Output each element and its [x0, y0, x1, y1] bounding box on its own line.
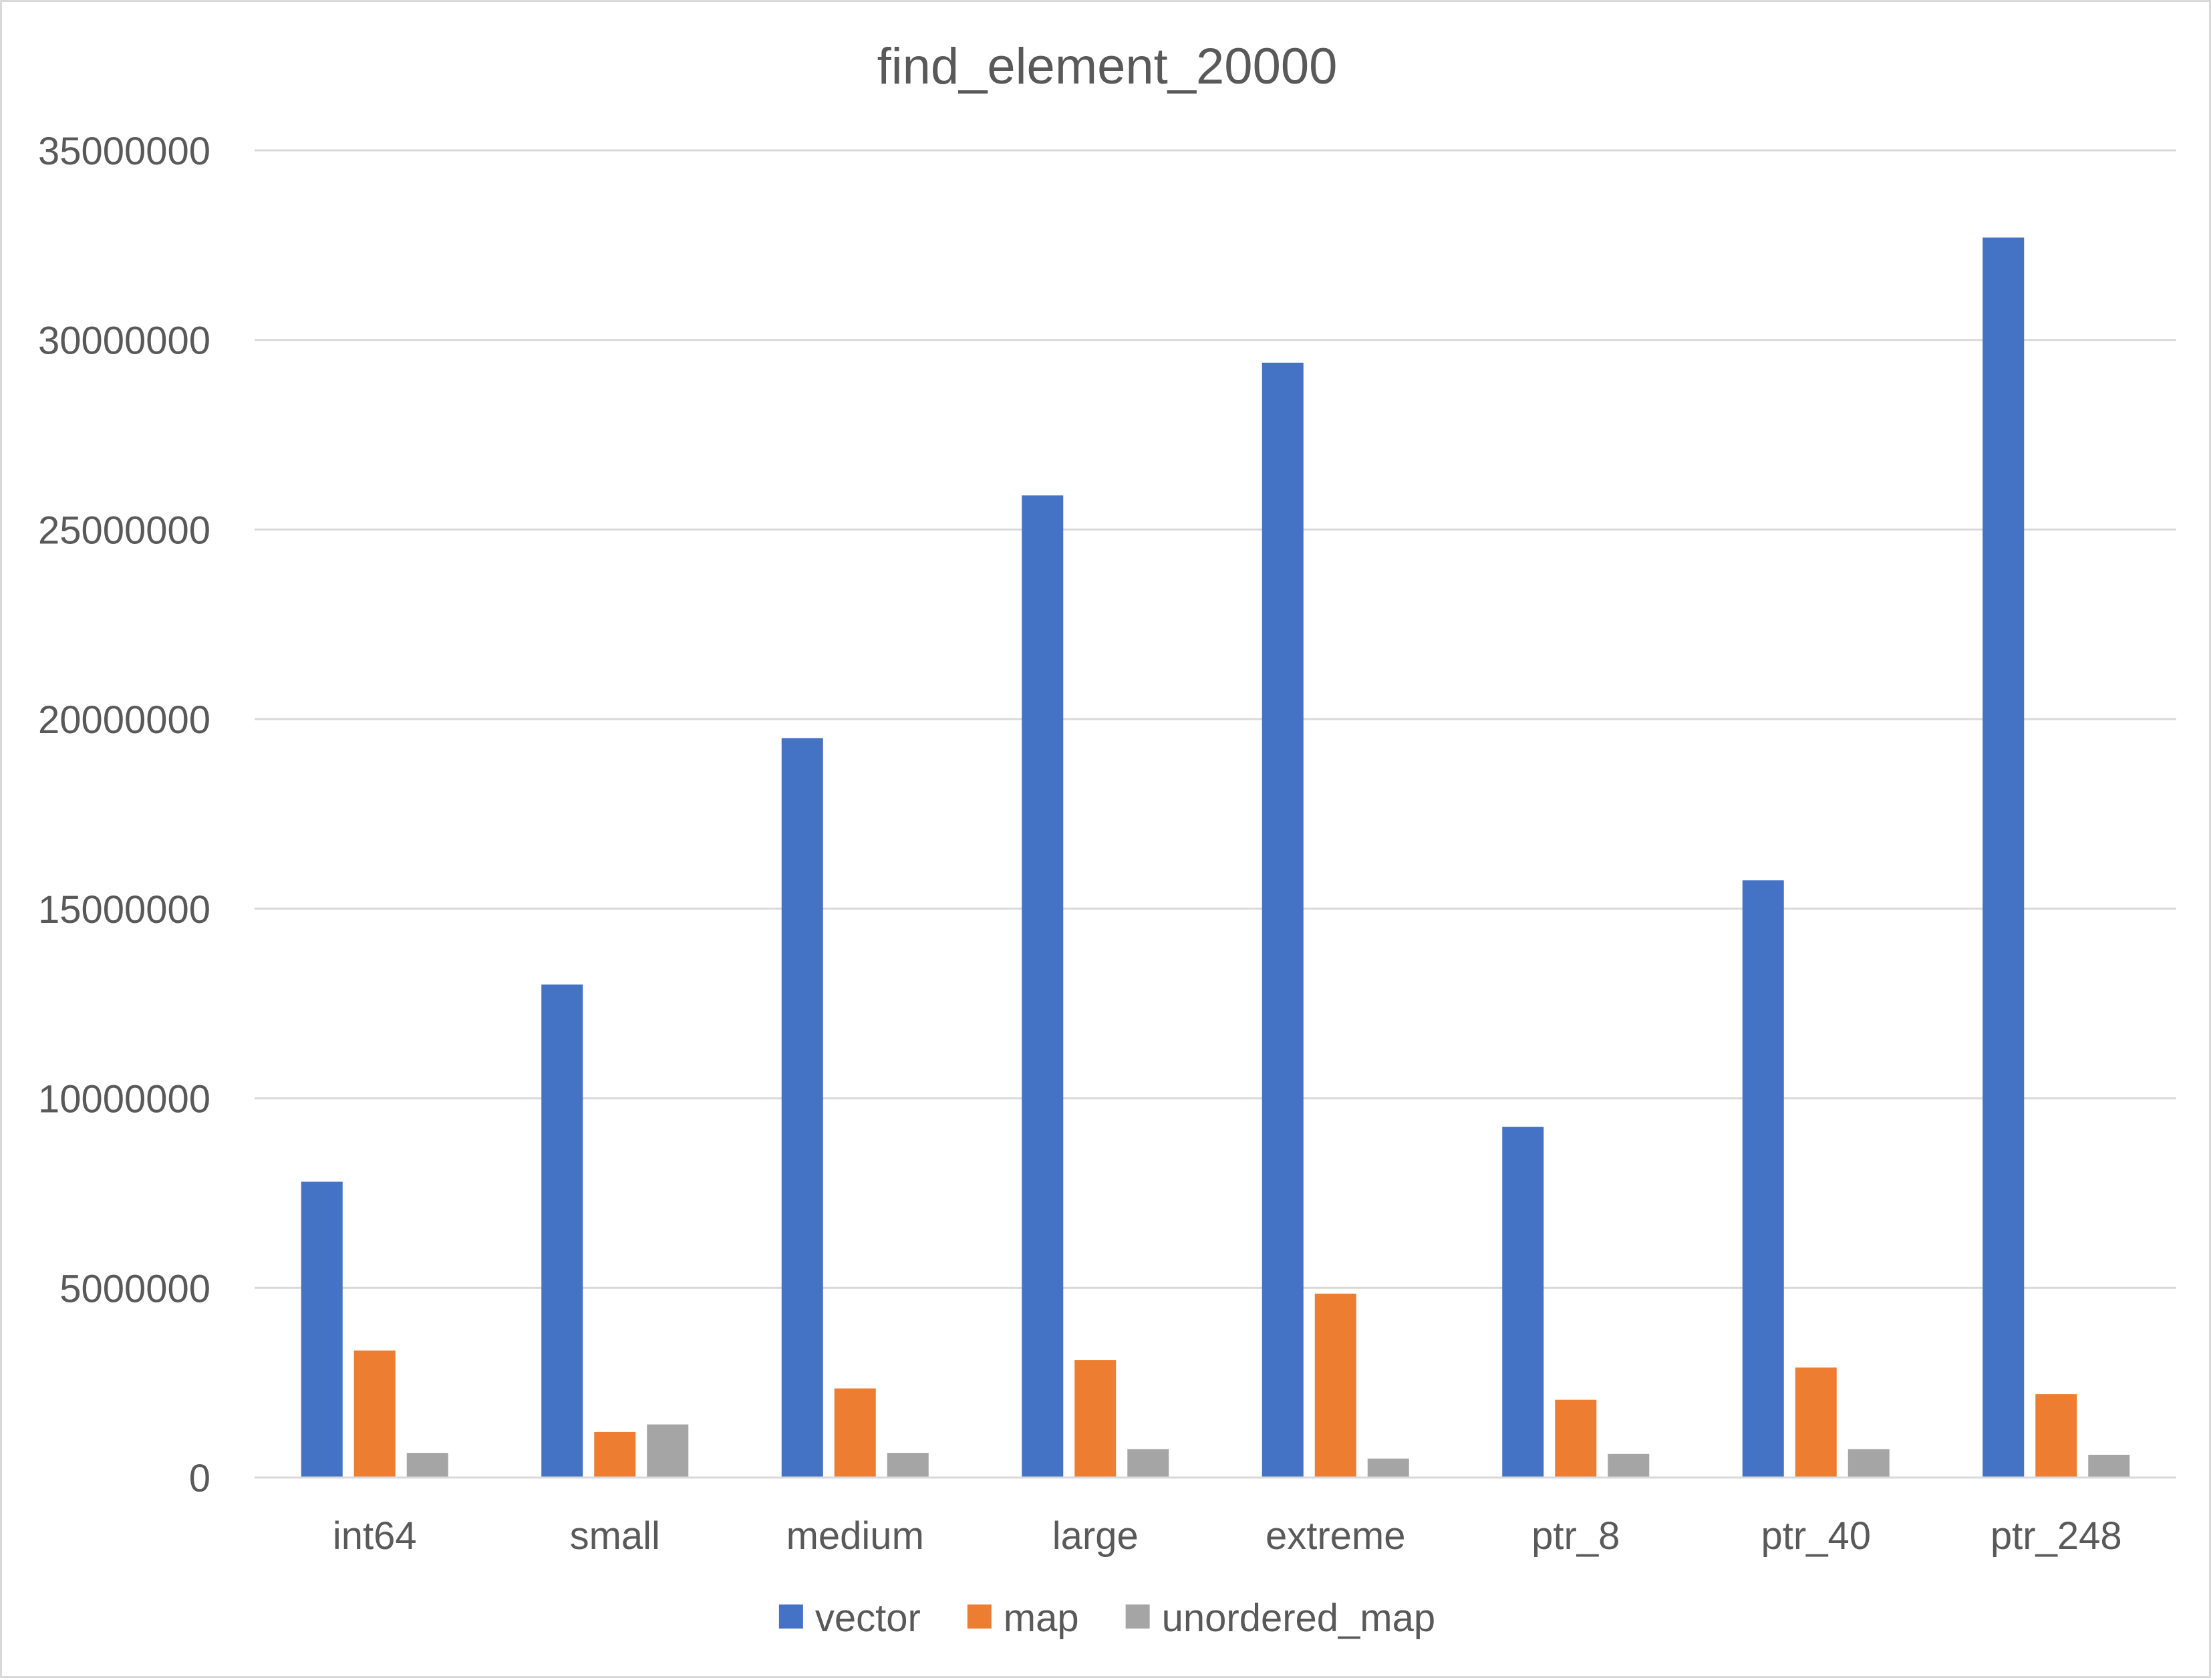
legend: vector map unordered_map — [778, 1596, 1436, 1640]
bar-vector-medium — [781, 738, 823, 1478]
bar-map-extreme — [1314, 1293, 1356, 1478]
x-tick-label: large — [1052, 1514, 1139, 1558]
bar-unordered-map-large — [1127, 1449, 1169, 1478]
y-tick-label: 20000000 — [38, 698, 210, 742]
bar-unordered-map-ptr-248 — [2088, 1454, 2130, 1478]
bar-map-int64 — [353, 1350, 396, 1478]
bar-map-large — [1074, 1360, 1117, 1478]
legend-label-vector: vector — [815, 1596, 921, 1640]
bar-unordered-map-ptr-40 — [1848, 1449, 1890, 1478]
bar-vector-ptr-248 — [1982, 237, 2025, 1478]
chart-title: find_element_20000 — [877, 38, 1338, 95]
y-tick-label: 35000000 — [38, 130, 210, 173]
x-tick-label: extreme — [1266, 1514, 1406, 1558]
bar-vector-large — [1022, 495, 1064, 1478]
bar-unordered-map-int64 — [406, 1453, 448, 1478]
legend-swatch-vector — [778, 1604, 803, 1629]
bar-map-small — [594, 1431, 636, 1478]
bar-map-ptr-40 — [1795, 1367, 1837, 1478]
legend-swatch-unordered-map — [1125, 1604, 1150, 1629]
x-tick-label: small — [570, 1514, 660, 1558]
bar-unordered-map-extreme — [1367, 1458, 1409, 1478]
y-tick-label: 30000000 — [38, 319, 210, 363]
bar-vector-ptr-40 — [1742, 880, 1784, 1478]
bars — [301, 237, 2130, 1478]
legend-label-unordered-map: unordered_map — [1162, 1596, 1436, 1640]
bar-vector-small — [541, 984, 583, 1478]
x-tick-label: ptr_40 — [1761, 1514, 1871, 1558]
bar-map-ptr-248 — [2035, 1394, 2077, 1478]
x-axis-tick-labels: int64 small medium large extreme ptr_8 ptr_40 p… — [333, 1514, 2122, 1558]
bar-map-ptr-8 — [1555, 1399, 1597, 1478]
legend-swatch-map — [967, 1604, 992, 1629]
bar-map-medium — [834, 1388, 876, 1478]
bar-vector-extreme — [1262, 362, 1304, 1478]
bar-vector-ptr-8 — [1502, 1127, 1544, 1478]
x-tick-label: ptr_248 — [1991, 1514, 2122, 1558]
bar-unordered-map-small — [647, 1424, 689, 1478]
x-tick-label: int64 — [333, 1514, 417, 1558]
bar-vector-int64 — [301, 1181, 343, 1478]
y-tick-label: 10000000 — [38, 1078, 210, 1121]
bar-unordered-map-ptr-8 — [1608, 1453, 1650, 1478]
x-tick-label: medium — [786, 1514, 924, 1558]
x-tick-label: ptr_8 — [1531, 1514, 1620, 1558]
y-tick-label: 15000000 — [38, 888, 210, 932]
legend-label-map: map — [1004, 1596, 1079, 1640]
bar-unordered-map-medium — [887, 1453, 929, 1478]
y-tick-label: 25000000 — [38, 509, 210, 552]
y-axis-tick-labels: 0 5000000 10000000 15000000 20000000 25000000… — [38, 130, 210, 1500]
y-tick-label: 0 — [189, 1457, 210, 1500]
y-tick-label: 5000000 — [59, 1267, 210, 1310]
